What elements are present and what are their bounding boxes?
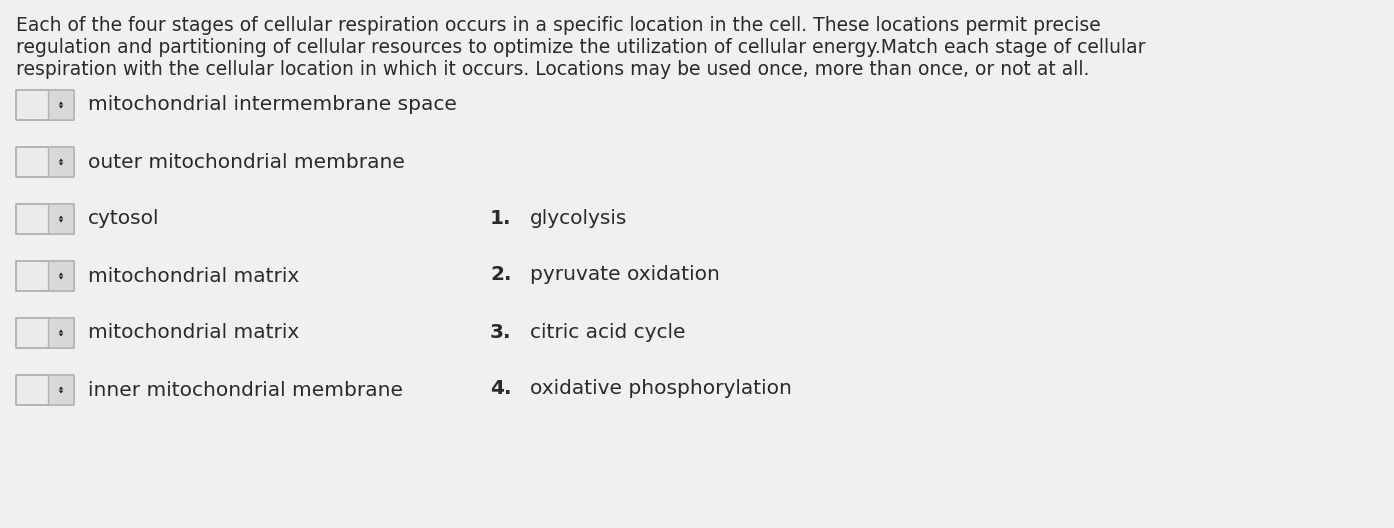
FancyBboxPatch shape [47,318,74,348]
Text: mitochondrial intermembrane space: mitochondrial intermembrane space [88,96,457,115]
Text: outer mitochondrial membrane: outer mitochondrial membrane [88,153,404,172]
Text: cytosol: cytosol [88,210,159,229]
FancyBboxPatch shape [15,375,74,405]
Text: mitochondrial matrix: mitochondrial matrix [88,267,300,286]
Polygon shape [59,163,63,165]
Text: respiration with the cellular location in which it occurs. Locations may be used: respiration with the cellular location i… [15,60,1089,79]
FancyBboxPatch shape [47,90,74,120]
Text: mitochondrial matrix: mitochondrial matrix [88,324,300,343]
Polygon shape [59,391,63,393]
Text: 1.: 1. [491,209,512,228]
Text: citric acid cycle: citric acid cycle [530,323,686,342]
Polygon shape [59,215,63,219]
Text: 4.: 4. [491,380,512,399]
Text: inner mitochondrial membrane: inner mitochondrial membrane [88,381,403,400]
FancyBboxPatch shape [15,204,74,234]
Text: 3.: 3. [491,323,512,342]
Polygon shape [59,386,63,390]
Text: oxidative phosphorylation: oxidative phosphorylation [530,380,792,399]
Polygon shape [59,334,63,336]
Polygon shape [59,158,63,162]
FancyBboxPatch shape [15,261,74,291]
FancyBboxPatch shape [15,90,74,120]
Polygon shape [59,277,63,279]
FancyBboxPatch shape [15,147,74,177]
Polygon shape [59,329,63,333]
Polygon shape [59,272,63,276]
FancyBboxPatch shape [47,375,74,405]
Text: glycolysis: glycolysis [530,209,627,228]
Polygon shape [59,220,63,222]
FancyBboxPatch shape [15,318,74,348]
Polygon shape [59,101,63,105]
Text: 2.: 2. [491,266,512,285]
FancyBboxPatch shape [47,147,74,177]
Text: Each of the four stages of cellular respiration occurs in a specific location in: Each of the four stages of cellular resp… [15,16,1101,35]
Text: regulation and partitioning of cellular resources to optimize the utilization of: regulation and partitioning of cellular … [15,38,1146,57]
FancyBboxPatch shape [47,261,74,291]
Polygon shape [59,106,63,108]
Text: pyruvate oxidation: pyruvate oxidation [530,266,719,285]
FancyBboxPatch shape [47,204,74,234]
